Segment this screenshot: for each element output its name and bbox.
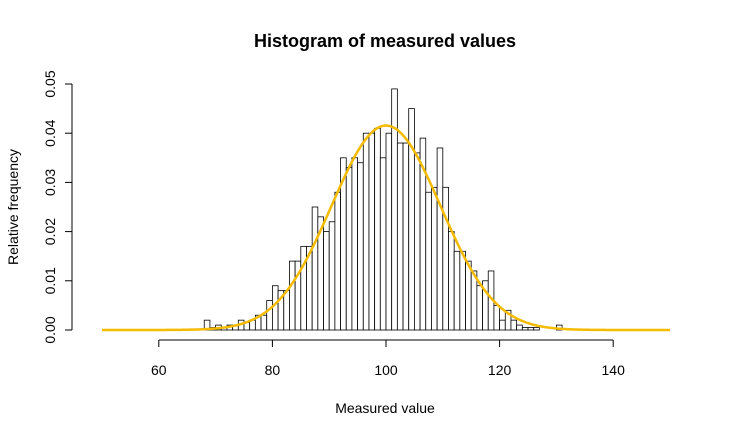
histogram-bar: [499, 319, 506, 331]
histogram-bar: [516, 324, 523, 331]
histogram-bar: [289, 260, 296, 331]
y-tick-label: 0.03: [42, 169, 58, 196]
histogram-bar: [465, 260, 472, 331]
histogram-bar: [266, 300, 273, 331]
histogram-bar: [533, 327, 540, 331]
histogram-bar: [453, 250, 461, 331]
histogram-bar: [374, 127, 381, 331]
y-tick-label: 0.04: [42, 119, 58, 146]
histogram-bar: [271, 285, 279, 331]
histogram-bar: [328, 221, 336, 331]
y-tick-label: 0.01: [42, 267, 58, 294]
histogram-bar: [436, 147, 444, 331]
histogram-bar: [391, 88, 398, 331]
histogram-bar: [493, 304, 501, 331]
x-tick-label: 100: [374, 362, 398, 378]
histogram-bar: [527, 327, 535, 331]
histogram-bar: [323, 231, 330, 331]
histogram-bar: [413, 152, 421, 331]
histogram-bar: [362, 132, 370, 331]
histogram-bar: [351, 157, 359, 331]
histogram-bar: [260, 314, 268, 331]
histogram-bar: [283, 290, 290, 331]
histogram-bar: [357, 162, 364, 331]
x-tick-label: 60: [151, 362, 167, 378]
histogram-bar: [402, 142, 410, 331]
histogram-bar: [311, 206, 319, 331]
y-tick-label: 0.02: [42, 218, 58, 245]
histogram-bar: [334, 191, 341, 331]
y-axis-label: Relative frequency: [5, 149, 21, 265]
y-tick-label: 0.00: [42, 316, 58, 343]
chart-title: Histogram of measured values: [254, 31, 516, 51]
x-tick-label: 120: [488, 362, 512, 378]
x-tick-label: 140: [602, 362, 626, 378]
x-tick-label: 80: [265, 362, 281, 378]
histogram-bar: [510, 319, 518, 331]
histogram-bar: [521, 327, 529, 331]
histogram-bar: [476, 285, 483, 331]
y-tick-label: 0.05: [42, 70, 58, 97]
histogram-bar: [385, 132, 393, 331]
density-curve: [102, 124, 670, 332]
histogram-bar: [459, 250, 466, 331]
histogram-bar: [431, 186, 438, 331]
histogram-bar: [368, 132, 376, 331]
histogram-bar: [442, 186, 449, 331]
histogram-bar: [379, 157, 387, 331]
histogram-bar: [396, 142, 404, 331]
x-axis-label: Measured value: [335, 400, 435, 416]
x-axis: 60 80 100 120 140: [151, 339, 626, 378]
histogram-bar: [425, 191, 432, 331]
histogram-bar: [345, 167, 353, 331]
histogram-bar: [448, 231, 455, 331]
histogram-bars: [203, 88, 563, 331]
y-axis: 0.00 0.01 0.02 0.03 0.04 0.05: [42, 70, 73, 344]
